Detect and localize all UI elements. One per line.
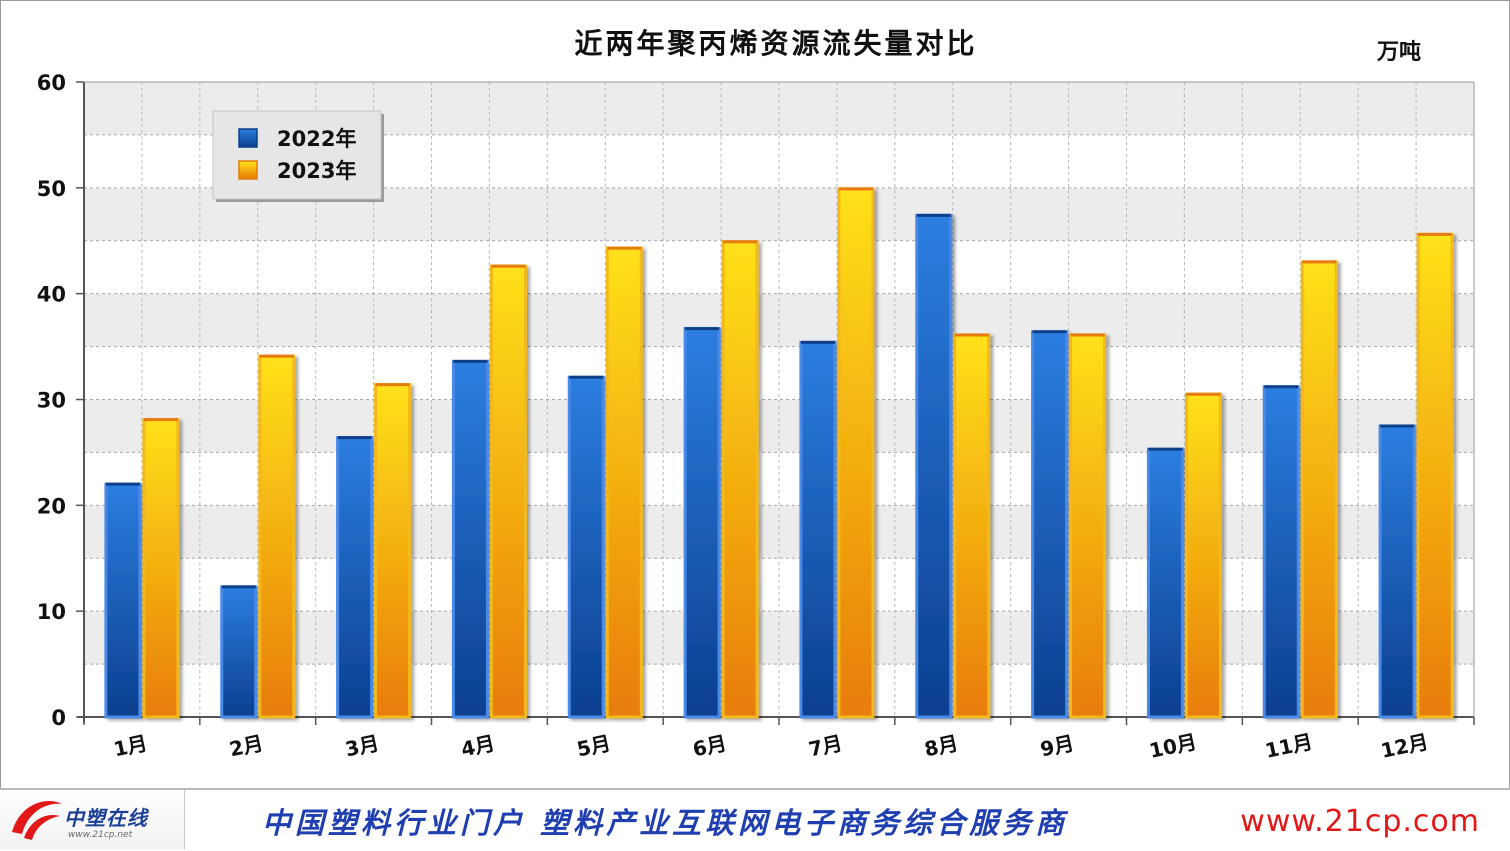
y-tick-label: 0 [51, 706, 66, 730]
bar-series2 [1069, 333, 1107, 719]
bar-series1 [683, 327, 721, 719]
plot-band [84, 293, 1474, 347]
bar-series1 [567, 375, 605, 719]
legend-swatch [238, 128, 258, 148]
y-tick-label: 40 [37, 283, 66, 307]
bar-series1 [1146, 447, 1184, 719]
y-tick-label: 60 [37, 71, 66, 95]
y-tick-label: 30 [37, 389, 66, 413]
footer-slogan: 中国塑料行业门户 塑料产业互联网电子商务综合服务商 [262, 806, 1069, 840]
bar-series2 [1416, 232, 1454, 719]
footer-url[interactable]: www.21cp.com [1240, 804, 1480, 839]
plot-axes [76, 81, 1475, 725]
bar-series2 [1184, 392, 1222, 719]
bar-series1 [220, 585, 258, 719]
bar-series1 [1378, 424, 1416, 719]
logo-swoosh-icon [12, 801, 62, 840]
legend-label: 2022年 [277, 127, 356, 151]
x-tick-label: 11月 [1263, 729, 1315, 762]
bar-series2 [1300, 260, 1338, 719]
x-tick-label: 5月 [575, 731, 613, 762]
bar-series1 [1031, 330, 1069, 719]
plot-band [84, 558, 1474, 612]
plot-grid [83, 81, 1475, 717]
logo-text: 中塑在线 [64, 806, 148, 830]
legend-box [212, 110, 382, 200]
y-tick-label: 10 [37, 600, 66, 624]
bar-series2 [721, 240, 759, 719]
x-tick-label: 1月 [111, 731, 149, 762]
bar-series2 [489, 264, 527, 719]
logo-subtext: www.21cp.net [68, 830, 133, 840]
plot-band [84, 611, 1474, 665]
y-tick-label: 50 [37, 177, 66, 201]
bar-series1 [451, 359, 489, 719]
plot-band [84, 240, 1474, 294]
bar-series2 [258, 354, 296, 719]
x-tick-label: 6月 [691, 731, 729, 762]
x-tick-label: 3月 [343, 731, 381, 762]
bar-series1 [336, 436, 374, 719]
bar-series1 [799, 340, 837, 719]
unit-label: 万吨 [1376, 40, 1421, 65]
y-tick-label: 20 [37, 494, 66, 518]
x-tick-label: 10月 [1147, 729, 1199, 762]
plot-bars [104, 187, 1454, 719]
bar-series2 [374, 383, 412, 719]
footer-logo[interactable]: 中塑在线 www.21cp.net [0, 790, 185, 849]
bar-series2 [837, 187, 875, 719]
footer: 中塑在线 www.21cp.net 中国塑料行业门户 塑料产业互联网电子商务综合… [0, 788, 1510, 851]
bar-series1 [1262, 385, 1300, 719]
x-tick-label: 2月 [227, 731, 265, 762]
x-tick-label: 7月 [806, 731, 844, 762]
chart-title: 近两年聚丙烯资源流失量对比 [574, 27, 977, 60]
legend-swatch [238, 160, 258, 180]
bar-series1 [104, 482, 142, 719]
x-tick-label: 4月 [459, 731, 497, 762]
bar-series2 [142, 418, 180, 719]
legend-label: 2023年 [277, 159, 356, 183]
x-tick-label: 9月 [1038, 731, 1076, 762]
legend: 2022年 2023年 [212, 110, 384, 202]
x-tick-label: 12月 [1379, 729, 1431, 762]
bar-series1 [915, 213, 953, 719]
chart: 0 10 20 30 40 50 60 1月 2月 3月 4月 5月 6月 7月 8月 9月 10月 11月 12月… [37, 27, 1475, 763]
x-tick-label: 8月 [922, 731, 960, 762]
bar-series2 [953, 333, 991, 719]
bar-series2 [605, 246, 643, 719]
